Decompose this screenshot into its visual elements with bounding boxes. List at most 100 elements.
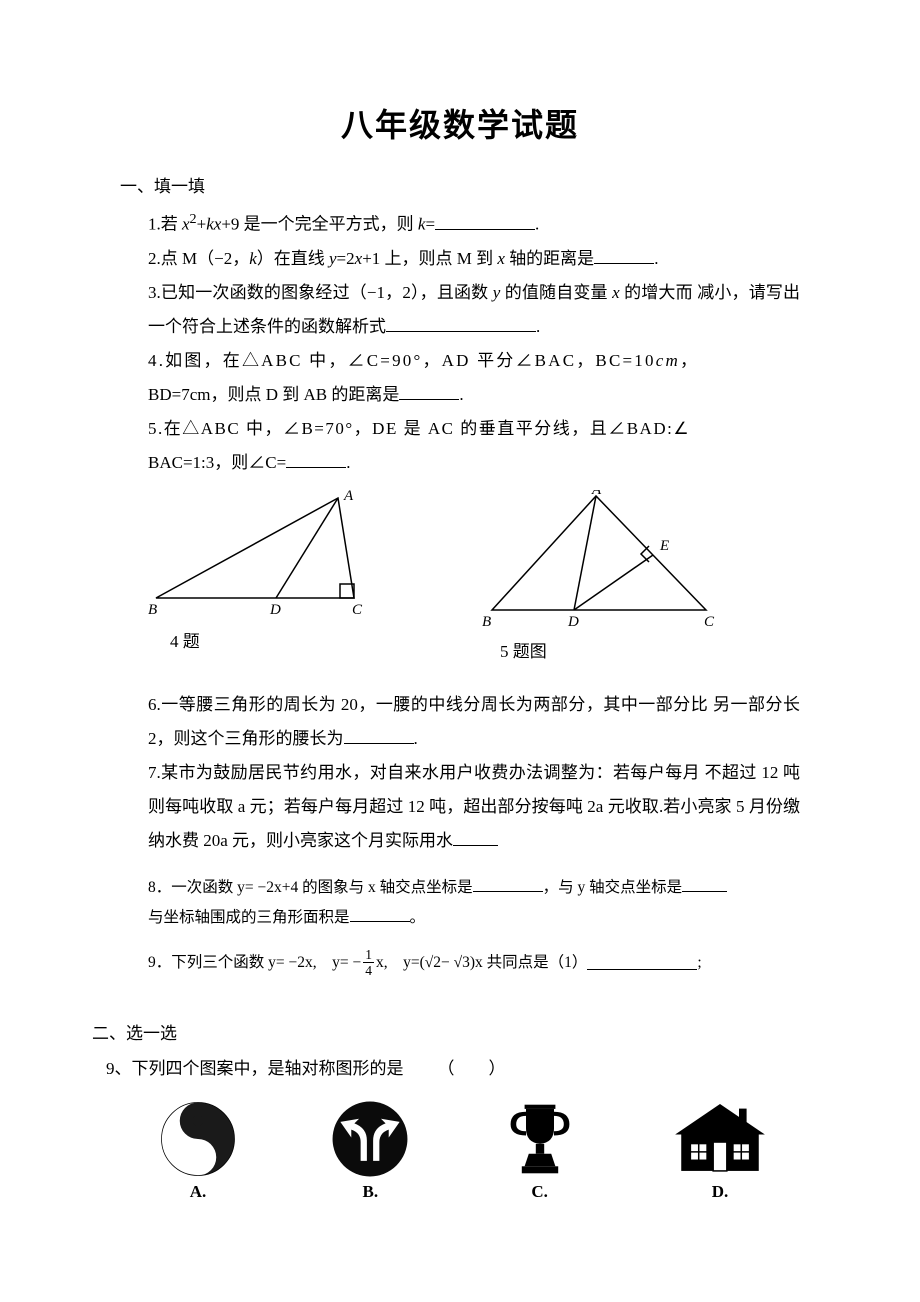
q8-blank-2 — [682, 876, 727, 892]
q4-end: . — [459, 385, 463, 404]
option-d: D. — [670, 1100, 770, 1202]
q9a-pre: 9．下列三个函数 y= −2x, y= − — [148, 948, 361, 977]
question-2: 2.点 M（−2，k）在直线 y=2x+1 上，则点 M 到 x 轴的距离是. — [120, 242, 800, 276]
q2-end: . — [654, 249, 658, 268]
fig4-label-B: B — [148, 602, 157, 618]
q6-end: . — [414, 729, 418, 748]
q1-k1: k — [206, 215, 214, 234]
q2-mid: ）在直线 — [257, 249, 329, 268]
question-5: 5.在△ABC 中，∠B=70°，DE 是 AC 的垂直平分线，且∠BAD:∠ — [120, 412, 800, 446]
q2-eq: =2 — [337, 249, 355, 268]
q3-l1b: 的值随自变量 — [500, 283, 612, 302]
q4-comma: ， — [680, 351, 699, 370]
figure-4-caption: 4 题 — [148, 627, 408, 652]
exam-page: 八年级数学试题 一、填一填 1.若 x2+kx+9 是一个完全平方式，则 k=.… — [0, 0, 920, 1302]
fig5-label-D: D — [567, 614, 579, 630]
q2-blank — [594, 247, 654, 264]
q6-l1: 6.一等腰三角形的周长为 20，一腰的中线分周长为两部分，其中一部分比 — [148, 695, 708, 714]
option-d-label: D. — [712, 1182, 729, 1202]
q8-l2: 与坐标轴围成的三角形面积是 — [148, 909, 350, 926]
q5-l1: 5.在△ABC 中，∠B=70°，DE 是 AC 的垂直平分线，且∠BAD:∠ — [148, 419, 690, 438]
q3-l1a: 3.已知一次函数的图象经过（−1，2），且函数 — [148, 283, 493, 302]
q8-pre: 8．一次函数 y= −2x+4 的图象与 x 轴交点坐标是 — [148, 879, 473, 896]
frac-num: 1 — [363, 948, 374, 963]
section-1-heading: 一、填一填 — [120, 172, 800, 197]
frac-den: 4 — [363, 962, 374, 978]
q1-blank — [435, 213, 535, 230]
q7-blank — [453, 829, 498, 846]
q6-blank — [344, 727, 414, 744]
q1-text-pre: 1.若 — [148, 215, 182, 234]
q1-tail: +9 是一个完全平方式，则 — [221, 215, 418, 234]
q8-mid: ，与 y 轴交点坐标是 — [543, 879, 683, 896]
q5-l2: BAC=1:3，则∠C= — [148, 453, 286, 472]
q4-l1: 4.如图，在△ABC 中，∠C=90°，AD 平分∠BAC，BC=10 — [148, 351, 656, 370]
question-9-choice: 9、下列四个图案中，是轴对称图形的是 （ ） — [106, 1052, 800, 1086]
fig5-label-C: C — [704, 614, 715, 630]
q9a-end: ; — [697, 948, 701, 977]
q1-eq: = — [425, 215, 435, 234]
yin-yang-icon — [160, 1100, 236, 1178]
q8-end: 。 — [410, 909, 426, 926]
q7-l1: 7.某市为鼓励居民节约用水，对自来水用户收费办法调整为：若每户每月 — [148, 763, 700, 782]
question-4: 4.如图，在△ABC 中，∠C=90°，AD 平分∠BAC，BC=10cm， — [120, 344, 800, 378]
q1-x: x — [182, 215, 190, 234]
q1-end: . — [535, 215, 539, 234]
question-7: 7.某市为鼓励居民节约用水，对自来水用户收费办法调整为：若每户每月 不超过 12… — [120, 756, 800, 858]
figure-5-svg: A B C D E — [478, 490, 728, 630]
question-8: 8．一次函数 y= −2x+4 的图象与 x 轴交点坐标是 ，与 y 轴交点坐标是… — [120, 873, 800, 932]
figure-5: A B C D E 5 题图 — [478, 490, 738, 662]
q4-cm: cm — [656, 351, 680, 370]
q8-blank-1 — [473, 876, 543, 892]
figures-row: A B C D 4 题 A B C — [148, 490, 800, 662]
q8-blank-3 — [350, 906, 410, 922]
question-5-line2: BAC=1:3，则∠C=. — [120, 446, 800, 480]
option-b-label: B. — [363, 1182, 379, 1202]
fraction-1-over-4: 1 4 — [363, 948, 374, 978]
q5-end: . — [346, 453, 350, 472]
page-title: 八年级数学试题 — [120, 100, 800, 146]
q1-plus: + — [197, 215, 207, 234]
spacer — [120, 993, 800, 1013]
option-c-label: C. — [531, 1182, 548, 1202]
figure-5-caption: 5 题图 — [478, 637, 738, 662]
option-a: A. — [160, 1100, 236, 1202]
q9a-mid: x, y=(√2− √3)x 共同点是（1） — [376, 948, 587, 977]
q3-l1c: 的增大而 — [620, 283, 693, 302]
figure-4-svg: A B C D — [148, 490, 388, 620]
fig5-label-A: A — [591, 490, 602, 498]
option-c: C. — [505, 1100, 575, 1202]
option-a-label: A. — [190, 1182, 207, 1202]
q3-blank — [386, 315, 536, 332]
fig5-label-B: B — [482, 614, 491, 630]
option-b: B. — [331, 1100, 409, 1202]
arrows-circle-icon — [331, 1100, 409, 1178]
q9a-blank — [587, 955, 697, 971]
question-4-line2: BD=7cm，则点 D 到 AB 的距离是. — [120, 378, 800, 412]
fig4-label-C: C — [352, 602, 363, 618]
q9b-text: 9、下列四个图案中，是轴对称图形的是 （ ） — [106, 1059, 506, 1078]
q2-tail: +1 上，则点 M 到 — [362, 249, 497, 268]
q3-x: x — [612, 283, 620, 302]
fig5-label-E: E — [659, 538, 669, 554]
q2-k: k — [249, 249, 257, 268]
question-9-functions: 9．下列三个函数 y= −2x, y= − 1 4 x, y=(√2− √3)x… — [120, 948, 800, 978]
house-icon — [670, 1100, 770, 1178]
question-6: 6.一等腰三角形的周长为 20，一腰的中线分周长为两部分，其中一部分比 另一部分… — [120, 688, 800, 756]
q1-sup1: 2 — [190, 211, 197, 227]
section-2-heading: 二、选一选 — [92, 1019, 800, 1044]
q2-y: y — [329, 249, 337, 268]
q3-end: . — [536, 317, 540, 336]
figure-4: A B C D 4 题 — [148, 490, 408, 662]
fig4-label-D: D — [269, 602, 281, 618]
q4-l2: BD=7cm，则点 D 到 AB 的距离是 — [148, 385, 399, 404]
q2-tail2: 轴的距离是 — [505, 249, 594, 268]
fig4-label-A: A — [343, 490, 354, 504]
q4-blank — [399, 383, 459, 400]
question-3: 3.已知一次函数的图象经过（−1，2），且函数 y 的值随自变量 x 的增大而 … — [120, 276, 800, 344]
options-row: A. B. — [120, 1086, 800, 1202]
trophy-icon — [505, 1100, 575, 1178]
q2-xaxis: x — [497, 249, 505, 268]
q2-pre: 2.点 M（−2， — [148, 249, 249, 268]
question-1: 1.若 x2+kx+9 是一个完全平方式，则 k=. — [120, 205, 800, 242]
